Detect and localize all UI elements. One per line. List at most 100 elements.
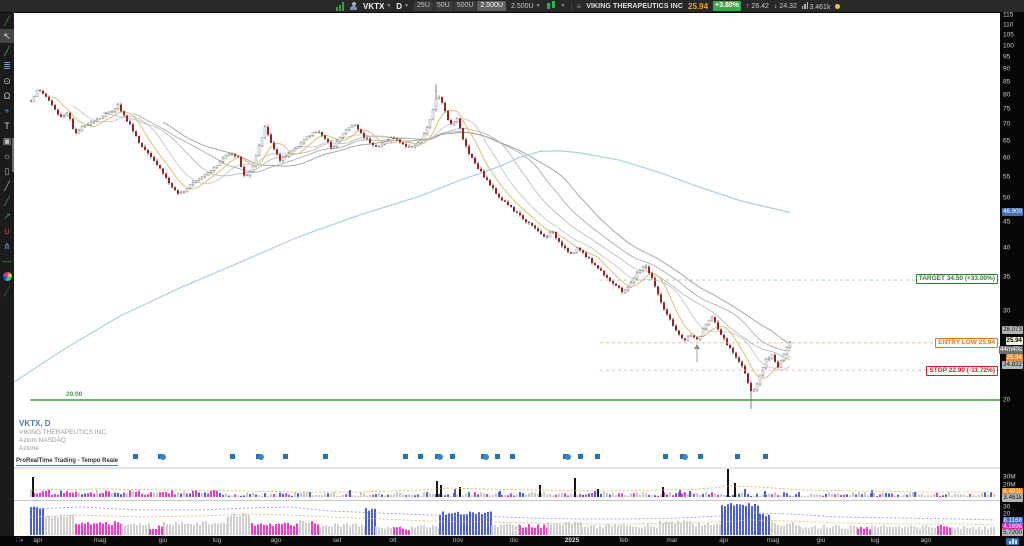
day-volume: 3.461k xyxy=(801,1,830,11)
price-tick-65: 65 xyxy=(1003,137,1011,145)
platform-label: ProRealTime Trading - Tempo Reale xyxy=(16,458,119,466)
settings-tool[interactable]: ☼ xyxy=(2,151,12,161)
fan-lines-tool[interactable]: ⋔ xyxy=(3,241,11,251)
arrow-tool[interactable]: ↗ xyxy=(3,211,11,221)
axis-label-24822: 24.822 xyxy=(1002,361,1023,369)
axis-label-46900: 46.900 xyxy=(1002,208,1023,216)
move-tool[interactable]: + xyxy=(4,106,10,116)
chevron-down-icon: ▼ xyxy=(404,3,410,9)
month-label-nov: nov xyxy=(452,537,464,544)
axis-options-icon[interactable]: ∷▾ xyxy=(16,537,23,544)
trend-dark-tool[interactable]: ╱ xyxy=(4,286,10,296)
change-percent-badge: +3.80% xyxy=(713,1,741,11)
chart-title: VKTX, D xyxy=(19,419,51,428)
axis-label-41696: 4.1696 xyxy=(1002,523,1023,531)
price-chart-canvas[interactable] xyxy=(14,13,1000,536)
month-label-ago: ago xyxy=(920,537,932,544)
chevron-down-icon: ▼ xyxy=(535,3,541,9)
chart-company: VIKING THERAPEUTICS INC. xyxy=(19,429,108,436)
horizontal-line-tool[interactable]: ― xyxy=(2,256,12,266)
price-tick-35: 35 xyxy=(1003,273,1011,281)
volume-bars-icon xyxy=(801,1,809,9)
zoom-tool[interactable]: ⊙ xyxy=(3,76,11,86)
price-tick-80: 80 xyxy=(1003,91,1011,99)
delete-tool[interactable]: ▯ xyxy=(4,166,10,176)
color-wheel-tool[interactable] xyxy=(0,269,14,283)
alert-tool[interactable]: Ω xyxy=(3,91,11,101)
magnet-tool[interactable]: ∪ xyxy=(3,226,11,236)
day-low: ↓ 24.32 xyxy=(773,2,797,10)
axis-label-6491k: 6.491k xyxy=(1002,488,1023,496)
month-label-lug: lug xyxy=(870,537,880,544)
panel-tick-30: 30 xyxy=(1003,503,1011,511)
target-level-label[interactable]: TARGET 34.50 (+33.00%) xyxy=(915,274,998,284)
symbol-dropdown[interactable]: VKTX ▼ xyxy=(363,1,392,11)
company-name: VIKING THERAPEUTICS INC xyxy=(586,2,683,10)
panel-layout-icon[interactable] xyxy=(1006,538,1019,545)
price-tick-45: 45 xyxy=(1003,218,1011,226)
axis-label-2594: 25.94 xyxy=(1005,337,1023,345)
time-axis[interactable]: ∷▾ apr mag giu lug ago set ott nov dic 2025 feb mar… xyxy=(0,536,1024,546)
month-label-apr: apr xyxy=(33,537,43,544)
entry-level-label[interactable]: ENTRY LOW 25.94 xyxy=(935,338,998,348)
month-label-ott: ott xyxy=(389,537,397,544)
last-price: 25.94 xyxy=(688,1,709,11)
price-tick-115: 115 xyxy=(1003,11,1014,19)
fib-retracement-tool[interactable]: ≣ xyxy=(3,61,11,71)
toolbar-divider xyxy=(570,1,572,11)
month-label-2025: 2025 xyxy=(564,537,580,544)
duplicate-tool[interactable]: ▣ xyxy=(2,136,12,146)
unit-button-500U[interactable]: 500U xyxy=(453,1,477,11)
month-label-mag: mag xyxy=(766,537,780,544)
price-tick-30: 30 xyxy=(1003,307,1011,315)
support-level-label[interactable]: 20.00 xyxy=(66,391,83,398)
price-tick-100: 100 xyxy=(1003,42,1014,50)
price-tick-55: 55 xyxy=(1003,173,1011,181)
stop-level-label[interactable]: STOP 22.90 (-11.72%) xyxy=(926,366,998,376)
chart-instrument-type: Azione xyxy=(19,445,39,452)
unit-button-2500U[interactable]: 2.500U xyxy=(477,1,507,11)
account-icon[interactable] xyxy=(349,1,358,11)
unit-button-25U[interactable]: 25U xyxy=(414,1,433,11)
price-tick-85: 85 xyxy=(1003,78,1011,86)
panel-tick-20: 20 xyxy=(1003,510,1011,518)
trend-line-tool[interactable]: ╱ xyxy=(4,16,10,26)
chart-type-icon[interactable] xyxy=(546,1,556,11)
unit-button-50U[interactable]: 50U xyxy=(433,1,453,11)
price-axis[interactable]: 115 110 105 100 95 90 85 80 75 70 65 60 55 50 45 40 35 30… xyxy=(998,11,1024,537)
watchlist-icon[interactable]: ≡ xyxy=(576,1,582,11)
price-tick-20: 20 xyxy=(1003,396,1011,404)
month-label-apr: apr xyxy=(719,537,729,544)
axis-label-2594: 25.94 xyxy=(1005,354,1023,362)
cursor-tool[interactable]: ↖ xyxy=(0,29,14,43)
month-label-mar: mar xyxy=(666,537,678,544)
axis-label-81168: 8.1168 xyxy=(1002,517,1023,525)
axis-label-57200: 5.7200 xyxy=(1002,529,1023,537)
toolbar-scrollbar[interactable] xyxy=(12,138,14,172)
instrument-info: VKTX, D VIKING THERAPEUTICS INC. Azioni … xyxy=(19,419,108,453)
segment-tool[interactable]: ╱ xyxy=(4,196,10,206)
unit-button-group: 25U 50U 500U 2.500U xyxy=(414,1,507,11)
panel-tick-30M: 30M xyxy=(1003,473,1016,481)
trend-line-alt-tool[interactable]: ╱ xyxy=(4,46,10,56)
month-label-dic: dic xyxy=(509,537,519,544)
chevron-down-icon[interactable]: ▼ xyxy=(560,3,566,9)
month-label-giu: giu xyxy=(816,537,826,544)
panel-tick-20M: 20M xyxy=(1003,481,1016,489)
month-label-set: set xyxy=(332,537,342,544)
chart-market: Azioni NASDAQ xyxy=(19,437,66,444)
price-tick-90: 90 xyxy=(1003,65,1011,73)
timeframe-dropdown[interactable]: D ▼ xyxy=(396,1,410,11)
price-tick-110: 110 xyxy=(1003,21,1014,29)
unit-dropdown[interactable]: 2.500U ▼ xyxy=(511,2,541,10)
top-toolbar: VKTX ▼ D ▼ 25U 50U 500U 2.500U 2.500U ▼ ▼ ≡ VI… xyxy=(0,0,1024,13)
axis-label-44m40s: 44m40s xyxy=(998,346,1023,354)
market-depth-icon[interactable] xyxy=(336,1,344,11)
text-tool[interactable]: T xyxy=(4,121,10,131)
price-tick-95: 95 xyxy=(1003,53,1011,61)
dashed-line-tool[interactable]: ╱ xyxy=(4,181,10,191)
price-tick-105: 105 xyxy=(1003,31,1014,39)
price-tick-75: 75 xyxy=(1003,105,1011,113)
month-label-giu: giu xyxy=(158,537,168,544)
market-status-icon xyxy=(835,3,841,9)
